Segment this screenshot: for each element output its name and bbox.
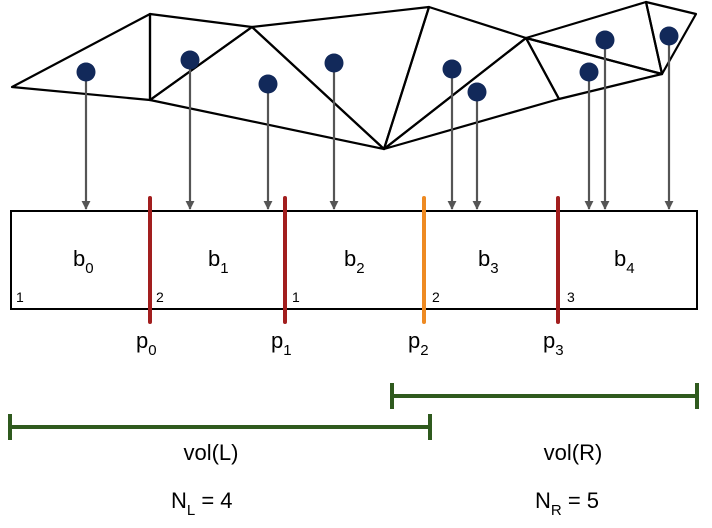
centroid-point: [579, 62, 599, 82]
centroid-point: [180, 50, 200, 70]
bin-count: 3: [567, 289, 575, 305]
centroid-point: [467, 82, 487, 102]
triangle-mesh: [10, 0, 698, 151]
centroid-points: [76, 26, 679, 102]
plane-labels: p0 p1 p2 p3: [136, 328, 564, 359]
range-right: [390, 383, 699, 409]
centroid-point: [595, 30, 615, 50]
centroid-point: [258, 74, 278, 94]
mesh-triangle: [148, 12, 254, 102]
vol-left-label: vol(L): [183, 440, 238, 465]
bin-label: b1: [208, 246, 229, 277]
bin-label: b0: [73, 246, 94, 277]
mesh-triangle: [10, 12, 152, 102]
bin-labels: b0 b1 b2 b3 b4: [73, 246, 635, 277]
range-left: [8, 414, 432, 440]
bin-label: b4: [614, 246, 635, 277]
plane-label: p3: [543, 328, 564, 359]
bin-label: b3: [478, 246, 499, 277]
centroid-point: [659, 26, 679, 46]
plane-label: p1: [271, 328, 292, 359]
bin-count: 1: [16, 289, 24, 305]
plane-label: p2: [408, 328, 429, 359]
mesh-triangle: [644, 0, 698, 76]
count-left-label: NL = 4: [171, 488, 233, 519]
count-right-label: NR = 5: [535, 488, 599, 519]
plane-label: p0: [136, 328, 157, 359]
bin-counts: 1 2 1 2 3: [16, 289, 575, 305]
bin-label: b2: [344, 246, 365, 277]
centroid-point: [324, 53, 344, 73]
centroid-point: [442, 59, 462, 79]
bin-count: 1: [292, 289, 300, 305]
bin-count: 2: [432, 289, 440, 305]
split-planes: [148, 196, 560, 324]
vol-right-label: vol(R): [544, 440, 603, 465]
bin-strip: [10, 210, 698, 310]
mesh-triangle: [524, 0, 664, 76]
projection-arrows: [81, 36, 674, 210]
centroid-point: [76, 62, 96, 82]
bin-count: 2: [156, 289, 164, 305]
